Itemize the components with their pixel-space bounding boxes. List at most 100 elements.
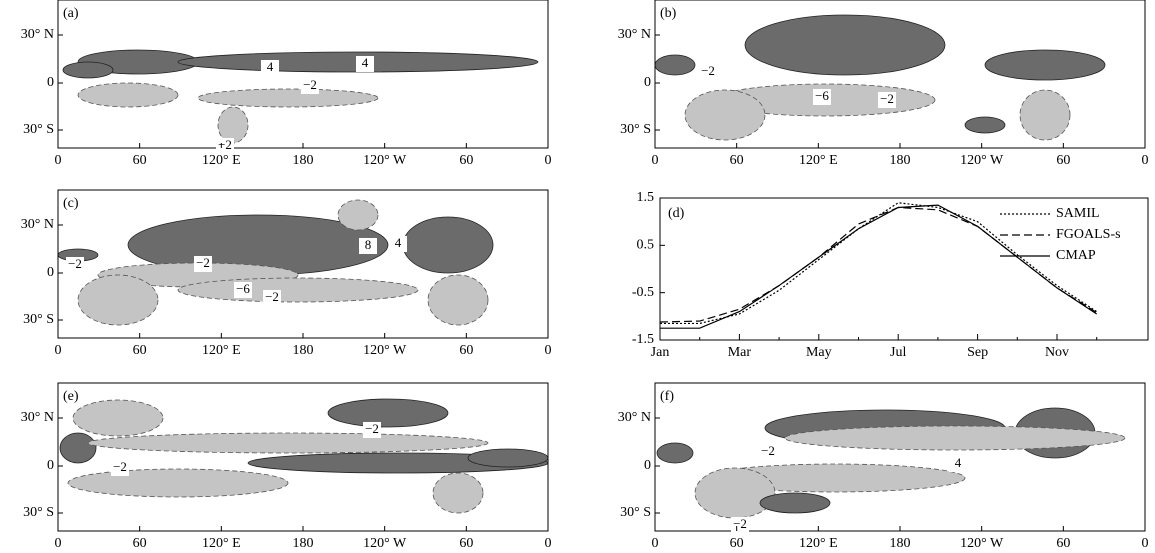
contour-label: 8 [365,237,372,252]
panel-label: (a) [63,6,79,21]
contour-area [744,14,946,76]
x-tick-label: 0 [1142,153,1149,168]
y-tick-label: 30° N [21,217,54,232]
contour-area [327,398,449,428]
x-tick-label: 0 [55,343,62,358]
contour-label-bg [813,89,831,105]
panel-label: (c) [63,196,79,211]
x-tick-label: 60 [459,536,473,551]
contour-label: −2 [303,77,317,92]
contour-label: −2 [196,255,210,270]
line-series [660,204,1098,329]
contour-label-bg [363,422,381,438]
contour-area [59,432,97,464]
contour-label: −2 [733,516,747,531]
x-tick-label: 180 [890,153,911,168]
contour-area [984,49,1106,81]
x-tick-label: 0 [55,536,62,551]
contour-area [87,432,489,454]
contour-area [784,425,1126,451]
contour-area [77,82,179,108]
contour-area [467,448,549,468]
x-tick-label: 120° W [960,536,1004,551]
x-tick-label: 120° E [202,343,241,358]
x-tick-label: 120° E [202,536,241,551]
y-tick-label: -1.5 [632,332,654,347]
x-tick-label: Mar [728,345,752,360]
contour-area [684,89,766,141]
plot-frame [659,197,1149,341]
contour-label-bg [759,444,777,460]
y-tick-label: 30° N [21,410,54,425]
contour-label: −2 [761,443,775,458]
contour-area [759,492,831,514]
x-tick-label: 0 [55,153,62,168]
y-tick-label: -0.5 [632,285,654,300]
x-tick-label: 180 [293,153,314,168]
y-tick-label: 30° N [21,27,54,42]
x-tick-label: 0 [545,153,552,168]
contour-label: −2 [365,421,379,436]
y-tick-label: 30° S [23,505,54,520]
y-tick-label: 30° S [23,122,54,137]
x-tick-label: Nov [1045,345,1069,360]
x-tick-label: 60 [1056,536,1070,551]
x-tick-label: 60 [459,153,473,168]
contour-label: −2 [880,91,894,106]
contour-area [177,277,419,303]
y-tick-label: 0.5 [637,238,655,253]
x-tick-label: 180 [890,536,911,551]
x-tick-label: 60 [133,536,147,551]
contour-label: −6 [236,281,250,296]
x-tick-label: 120° E [202,153,241,168]
line-series [659,206,1098,323]
y-tick-label: 30° S [23,312,54,327]
panel-label: (b) [660,6,677,21]
x-tick-label: 60 [133,153,147,168]
x-tick-label: May [806,345,832,360]
x-tick-label: 0 [545,343,552,358]
contour-label: −6 [815,88,829,103]
y-tick-label: 30° N [618,27,651,42]
y-tick-label: 30° S [620,505,651,520]
x-tick-label: Jul [890,345,906,360]
contour-label-bg [66,257,84,273]
contour-label-bg [359,238,377,254]
y-tick-label: 0 [47,458,54,473]
contour-label-bg [194,256,212,272]
contour-area [67,468,289,498]
contour-area [72,399,164,437]
x-tick-label: Jan [651,345,670,360]
contour-label-bg [389,236,407,252]
contour-label-bg [111,460,129,476]
contour-area [402,216,494,274]
x-tick-label: 60 [1056,153,1070,168]
contour-label-bg [699,64,717,80]
contour-label: 4 [955,455,962,470]
x-tick-label: 60 [459,343,473,358]
contour-label: 4 [395,235,402,250]
contour-label: −2 [68,256,82,271]
x-tick-label: 120° E [799,153,838,168]
x-tick-label: 60 [730,536,744,551]
y-tick-label: 0 [47,75,54,90]
x-tick-label: 120° W [363,536,407,551]
panel-label: (f) [660,389,674,404]
y-tick-label: 0 [47,265,54,280]
contour-label-bg [216,138,234,154]
legend-label: CMAP [1056,248,1096,263]
contour-label: 4 [362,55,369,70]
contour-label-bg [301,78,319,94]
contour-label-bg [356,56,374,72]
y-tick-label: 30° N [618,410,651,425]
contour-label: −2 [218,137,232,152]
y-tick-label: 0 [644,458,651,473]
contour-area [427,274,489,326]
x-tick-label: 120° W [363,343,407,358]
contour-label-bg [878,92,896,108]
contour-label-bg [234,282,252,298]
contour-label-bg [949,456,967,472]
x-tick-label: 60 [730,153,744,168]
contour-area [694,467,776,519]
contour-area [432,472,484,514]
